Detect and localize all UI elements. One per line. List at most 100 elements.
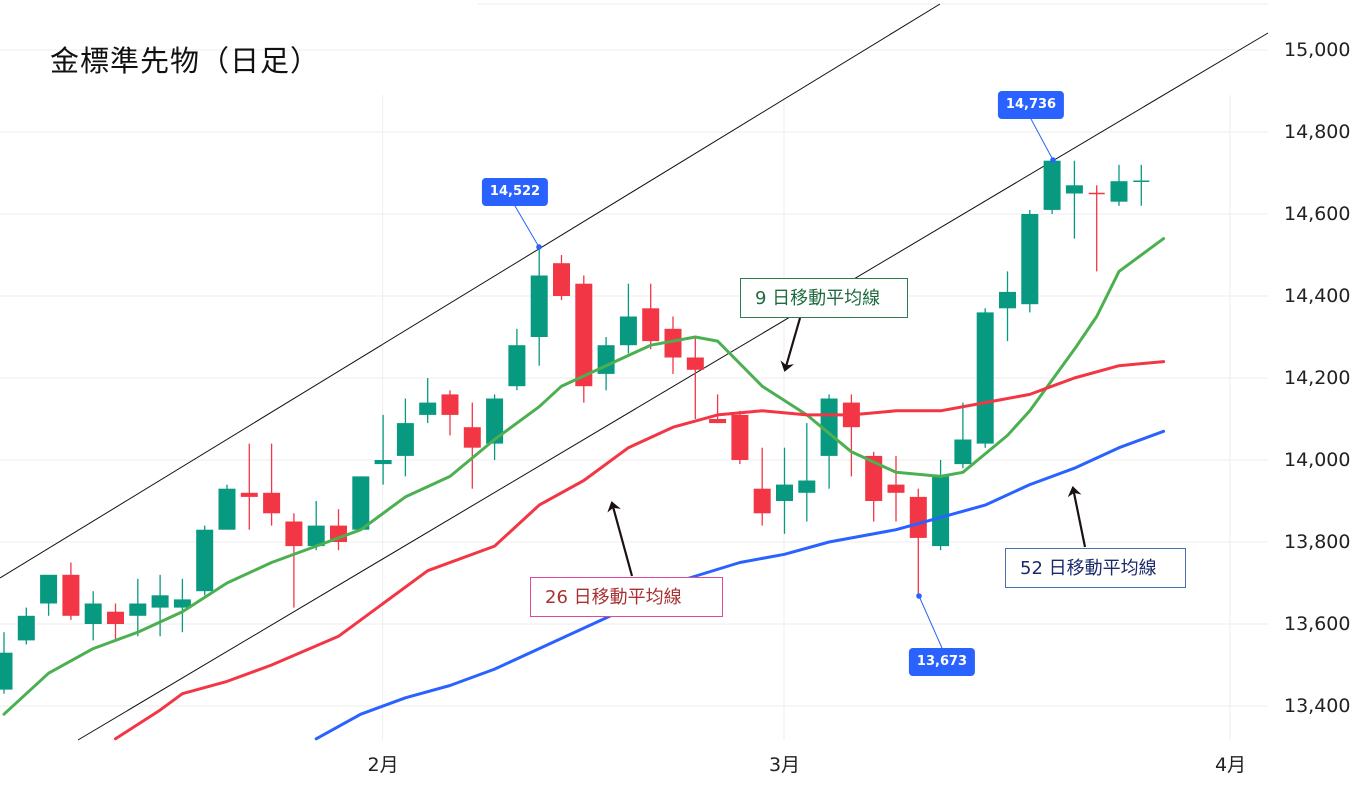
ma52-arrow bbox=[1067, 486, 1087, 548]
candle-down[interactable] bbox=[842, 394, 860, 477]
y-axis-label: 13,600 bbox=[1284, 613, 1351, 635]
candle-up[interactable] bbox=[17, 607, 35, 645]
candle-up[interactable] bbox=[820, 394, 838, 489]
candle-down[interactable] bbox=[463, 402, 481, 489]
low-badge-13673: 13,673 bbox=[908, 648, 976, 676]
chart-title: 金標準先物（日足） bbox=[50, 44, 321, 78]
candle-up[interactable] bbox=[776, 447, 793, 534]
candle-down[interactable] bbox=[709, 394, 727, 424]
candle-up[interactable] bbox=[374, 414, 392, 485]
candle-body bbox=[798, 480, 816, 493]
trend-channel bbox=[0, 3, 1269, 741]
y-axis-label: 14,800 bbox=[1284, 121, 1351, 143]
ma52-line bbox=[314, 429, 1166, 741]
candle-down[interactable] bbox=[62, 562, 80, 620]
candle-up[interactable] bbox=[954, 402, 972, 469]
candle-body bbox=[664, 328, 682, 358]
candle-up[interactable] bbox=[0, 632, 13, 694]
y-axis-label: 14,600 bbox=[1284, 203, 1351, 225]
candle-body bbox=[240, 492, 258, 497]
candle-up[interactable] bbox=[84, 591, 102, 641]
candle-body bbox=[40, 574, 58, 604]
candle-down[interactable] bbox=[1088, 185, 1105, 272]
candle-body bbox=[575, 283, 593, 387]
point-high2 bbox=[1050, 157, 1056, 163]
candle-down[interactable] bbox=[107, 603, 124, 641]
candle-up[interactable] bbox=[40, 574, 58, 616]
candle-up[interactable] bbox=[307, 501, 325, 551]
candle-body bbox=[396, 423, 414, 456]
candle-down[interactable] bbox=[887, 455, 905, 522]
high-badge-14522: 14,522 bbox=[481, 178, 549, 206]
candle-body bbox=[285, 521, 303, 547]
candle-up[interactable] bbox=[932, 460, 950, 551]
candle-body bbox=[776, 484, 793, 501]
ma9-arrow bbox=[780, 317, 802, 372]
y-axis-label: 13,400 bbox=[1284, 695, 1351, 717]
callout-arrows bbox=[607, 317, 1087, 577]
candle-up[interactable] bbox=[1065, 160, 1083, 239]
point-high1 bbox=[536, 244, 542, 250]
candle-up[interactable] bbox=[151, 574, 169, 637]
candle-body bbox=[307, 525, 325, 547]
candle-body bbox=[508, 345, 526, 387]
candle-down[interactable] bbox=[553, 255, 570, 301]
candle-body bbox=[17, 615, 35, 641]
candle-up[interactable] bbox=[396, 398, 414, 477]
candle-up[interactable] bbox=[129, 578, 147, 637]
candle-up[interactable] bbox=[1043, 158, 1061, 214]
candle-body bbox=[530, 275, 548, 337]
candle-body bbox=[352, 476, 370, 530]
candle-body bbox=[1110, 181, 1128, 202]
candle-up[interactable] bbox=[196, 525, 214, 596]
candle-down[interactable] bbox=[441, 390, 459, 436]
candle-down[interactable] bbox=[263, 443, 281, 526]
candle-down[interactable] bbox=[909, 488, 927, 595]
candle-up[interactable] bbox=[1021, 209, 1039, 313]
candle-down[interactable] bbox=[731, 410, 749, 465]
candle-down[interactable] bbox=[330, 509, 347, 551]
candle-up[interactable] bbox=[352, 476, 370, 530]
candle-body bbox=[486, 398, 504, 444]
y-axis-label: 14,200 bbox=[1284, 367, 1351, 389]
candle-down[interactable] bbox=[240, 443, 258, 530]
candle-up[interactable] bbox=[1133, 164, 1150, 206]
high-badge-14736: 14,736 bbox=[997, 91, 1065, 119]
candle-body bbox=[753, 488, 771, 514]
candle-body bbox=[218, 488, 236, 530]
candle-up[interactable] bbox=[419, 378, 437, 424]
candle-up[interactable] bbox=[619, 283, 637, 354]
candlesticks bbox=[0, 158, 1150, 694]
channel-upper-line bbox=[0, 3, 941, 579]
moving-averages bbox=[2, 237, 1166, 741]
candle-up[interactable] bbox=[486, 394, 504, 460]
candle-up[interactable] bbox=[798, 423, 816, 522]
candle-body bbox=[686, 357, 704, 370]
candle-body bbox=[0, 652, 13, 690]
candle-body bbox=[196, 529, 214, 592]
ma52-callout: 52 日移動平均線 bbox=[1005, 548, 1186, 588]
candle-up[interactable] bbox=[976, 308, 994, 448]
leader-low1 bbox=[918, 595, 943, 649]
candle-body bbox=[976, 312, 994, 444]
candle-body bbox=[553, 263, 570, 296]
candle-up[interactable] bbox=[999, 271, 1016, 342]
ma26-callout: 26 日移動平均線 bbox=[530, 577, 723, 617]
candle-up[interactable] bbox=[1110, 164, 1128, 206]
candle-up[interactable] bbox=[508, 328, 526, 391]
candle-down[interactable] bbox=[686, 337, 704, 419]
candle-down[interactable] bbox=[285, 513, 303, 608]
point-low1 bbox=[916, 593, 922, 599]
candle-down[interactable] bbox=[664, 316, 682, 374]
candle-up[interactable] bbox=[173, 578, 191, 633]
candle-down[interactable] bbox=[642, 283, 660, 350]
candle-up[interactable] bbox=[530, 245, 548, 366]
candle-down[interactable] bbox=[753, 447, 771, 526]
candle-body bbox=[173, 599, 191, 608]
channel-lower-line bbox=[77, 32, 1269, 741]
candle-down[interactable] bbox=[575, 275, 593, 403]
candle-up[interactable] bbox=[218, 484, 236, 530]
candle-body bbox=[865, 455, 883, 501]
